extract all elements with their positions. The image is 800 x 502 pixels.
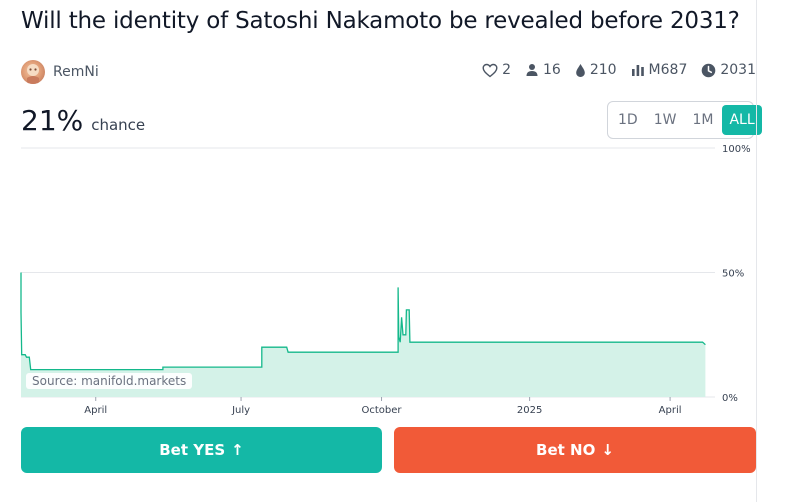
avatar[interactable] (21, 60, 45, 84)
range-1d-button[interactable]: 1D (618, 112, 638, 128)
y-tick-label: 100% (722, 144, 751, 155)
author[interactable]: RemNi (21, 60, 99, 84)
clock-icon (701, 63, 716, 78)
series-area (21, 272, 706, 397)
x-tick-label: April (84, 405, 107, 416)
probability-value: 21% (21, 104, 84, 137)
probability-label: chance (91, 116, 146, 134)
probability-display: 21% chance (21, 104, 145, 137)
likes-stat[interactable]: 2 (482, 62, 511, 78)
likes-count: 2 (502, 62, 511, 78)
heart-icon (482, 63, 498, 78)
market-meta-row: RemNi 2 16 210 M687 (21, 60, 756, 84)
bet-yes-label: Bet YES (159, 441, 226, 459)
user-icon (525, 63, 539, 77)
market-question: Will the identity of Satoshi Nakamoto be… (21, 8, 740, 34)
range-1w-button[interactable]: 1W (653, 112, 677, 128)
bet-no-button[interactable]: Bet NO ↓ (394, 427, 756, 473)
y-tick-label: 0% (722, 393, 738, 404)
arrow-up-icon: ↑ (231, 441, 244, 459)
range-all-button[interactable]: ALL (722, 105, 762, 135)
range-1m-button[interactable]: 1M (692, 112, 714, 128)
traders-count: 16 (542, 62, 561, 78)
liquidity-amount: 210 (589, 62, 617, 78)
bet-no-label: Bet NO (536, 441, 596, 459)
chart-source: Source: manifold.markets (26, 373, 193, 389)
x-tick-label: July (231, 405, 250, 416)
panel-border (756, 0, 757, 502)
x-tick-label: April (659, 405, 682, 416)
close-year: 2031 (720, 62, 756, 78)
probability-chart[interactable]: 100% 50% 0% April July October 2025 April (0, 140, 800, 420)
traders-stat: 16 (525, 62, 561, 78)
close-date-stat: 2031 (701, 62, 756, 78)
droplet-icon (575, 63, 586, 78)
y-tick-label: 50% (722, 269, 744, 280)
liquidity-stat: 210 (575, 62, 617, 78)
series-line (20, 272, 706, 371)
x-tick-label: October (362, 405, 403, 416)
x-tick-label: 2025 (517, 405, 542, 416)
bet-yes-button[interactable]: Bet YES ↑ (21, 427, 382, 473)
time-range-selector: 1D 1W 1M ALL (607, 101, 762, 139)
market-stats: 2 16 210 M687 2031 (482, 62, 756, 78)
arrow-down-icon: ↓ (601, 441, 614, 459)
volume-amount: M687 (648, 62, 688, 78)
volume-stat: M687 (631, 62, 688, 78)
author-name[interactable]: RemNi (53, 64, 99, 80)
bar-chart-icon (631, 64, 645, 76)
